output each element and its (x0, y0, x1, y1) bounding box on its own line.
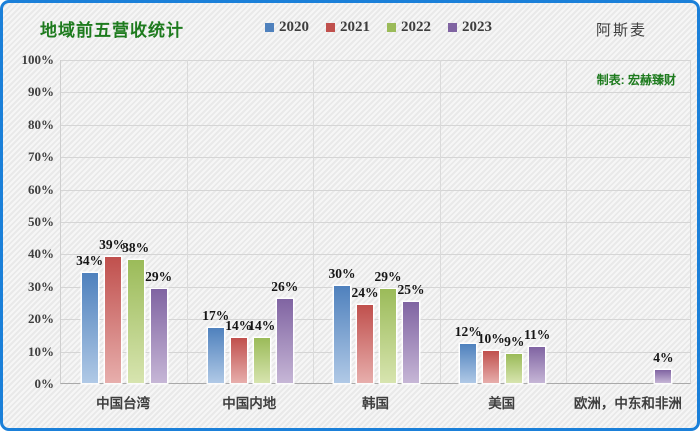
x-tick-label: 欧洲，中东和非洲 (573, 396, 682, 411)
bar (655, 370, 672, 383)
bar (483, 350, 500, 383)
gridline-vertical (439, 60, 441, 383)
bar-value-label: 11% (524, 327, 551, 343)
bar-value-label: 34% (76, 252, 104, 268)
bar-value-label: 29% (374, 269, 402, 285)
bar (207, 327, 224, 383)
x-tick-label: 韩国 (361, 396, 389, 411)
y-tick-label: 70% (28, 149, 54, 165)
y-tick-label: 30% (28, 278, 54, 294)
bar-value-label: 38% (122, 239, 150, 255)
bar (127, 259, 144, 383)
legend: 2020 2021 2022 2023 (265, 19, 492, 36)
bar-value-label: 29% (145, 269, 173, 285)
legend-label: 2023 (462, 19, 492, 35)
chart-title: 地域前五营收统计 (40, 21, 184, 40)
gridline-horizontal (61, 60, 690, 61)
legend-item: 2023 (448, 19, 492, 36)
y-tick-label: 50% (28, 214, 54, 229)
y-tick-label: 10% (28, 343, 54, 359)
y-tick-label: 90% (28, 84, 54, 100)
bar-value-label: 14% (248, 317, 276, 333)
gridline-horizontal (61, 124, 690, 126)
y-tick-label: 20% (28, 311, 54, 327)
y-tick-label: 40% (28, 246, 54, 262)
bar (380, 289, 396, 383)
legend-swatch (265, 23, 274, 32)
x-axis: 中国台湾 中国内地 韩国 美国 欧洲，中东和非洲 (60, 392, 691, 414)
legend-item: 2020 (265, 19, 309, 36)
legend-item: 2022 (387, 19, 431, 36)
x-tick-label: 中国台湾 (96, 396, 151, 411)
bar-value-label: 26% (271, 278, 299, 294)
bar (230, 337, 247, 383)
bar (460, 344, 477, 383)
legend-label: 2022 (401, 19, 431, 35)
bar-value-label: 9% (504, 333, 525, 349)
gridline-horizontal (61, 254, 690, 256)
bar (104, 256, 121, 383)
y-tick-label: 60% (28, 181, 54, 197)
bar (276, 298, 293, 383)
legend-swatch (387, 23, 396, 32)
gridline-horizontal (61, 189, 690, 191)
bar (506, 353, 523, 383)
gridline-vertical (187, 60, 189, 383)
legend-swatch (326, 23, 335, 32)
gridline-horizontal (61, 157, 690, 159)
y-tick-label: 80% (28, 116, 54, 132)
bar (529, 347, 546, 383)
bar (403, 302, 419, 383)
bar-value-label: 25% (397, 282, 425, 297)
gridline-horizontal (61, 286, 690, 288)
bar (357, 305, 373, 383)
bar-value-label: 12% (454, 324, 482, 340)
bar (81, 272, 98, 383)
plot-area: 制表: 宏赫臻财 34% 17% 30% 12% 39% 14% 24% 10% 38% 14% 2… (60, 60, 691, 384)
y-tick-label: 100% (21, 52, 55, 67)
gridline-vertical (313, 60, 315, 383)
company-label: 阿斯麦 (595, 22, 647, 39)
bar (253, 337, 270, 383)
bar-value-label: 14% (225, 317, 253, 333)
bar (150, 289, 167, 383)
gridline-horizontal (61, 319, 690, 321)
bar-value-label: 39% (99, 236, 127, 252)
gridline-horizontal (61, 222, 690, 223)
legend-label: 2021 (340, 19, 370, 35)
y-tick-label: 0% (34, 376, 55, 391)
bar-value-label: 30% (328, 265, 356, 281)
x-tick-label: 中国内地 (222, 396, 277, 411)
bar-value-label: 17% (202, 307, 230, 323)
bar-value-label: 24% (351, 285, 379, 301)
bar (334, 285, 350, 383)
bar-value-label: 10% (477, 330, 505, 346)
y-axis: 100% 90% 80% 70% 60% 50% 40% 30% 20% 10% 0% (3, 52, 55, 391)
gridline-horizontal (61, 92, 690, 94)
gridline-vertical (565, 60, 567, 383)
legend-swatch (448, 23, 457, 32)
x-tick-label: 美国 (488, 396, 516, 411)
bar-value-label: 4% (653, 350, 674, 366)
legend-item: 2021 (326, 19, 370, 36)
legend-label: 2020 (279, 19, 309, 35)
credit-label: 制表: 宏赫臻财 (596, 73, 676, 87)
gridline-horizontal (61, 351, 690, 353)
